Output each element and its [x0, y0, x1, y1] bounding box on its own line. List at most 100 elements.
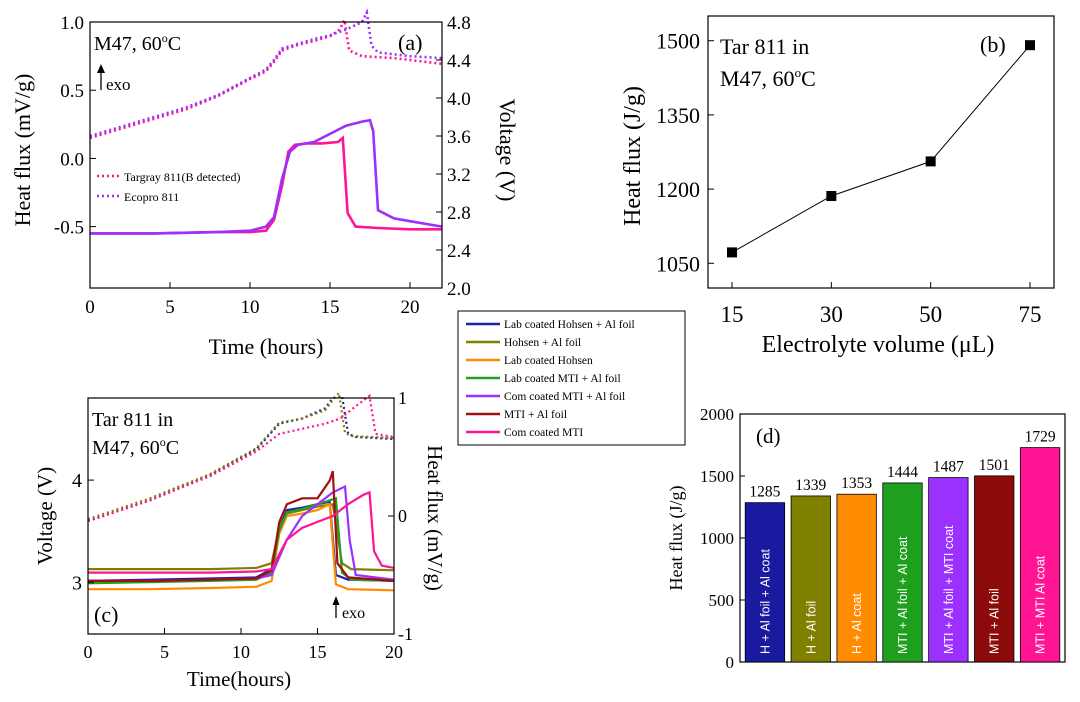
panel-a-ytick-right-label: 4.4 [447, 51, 471, 72]
panel-c-exo-label: exo [342, 605, 365, 622]
panel-d-bar [836, 493, 877, 663]
panel-d-bar-category-label: H + Al foil [804, 601, 818, 654]
panel-b-point [925, 156, 936, 167]
panel-d-value-label: 1353 [841, 475, 872, 492]
panel-b-annotation-line2: M47, 60oC [720, 65, 816, 91]
panel-a-series-1-voltage [89, 8, 443, 138]
panel-d-bar [790, 495, 831, 663]
panel-d-value-label: 1501 [979, 457, 1010, 474]
panel-a-ytick-left-label: -0.5 [54, 218, 84, 239]
panel-a-ytick-right-label: 2.0 [447, 279, 471, 300]
panel-a-xtick-label: 5 [165, 297, 175, 318]
panel-c-legend-label: Hohsen + Al foil [504, 337, 581, 349]
panel-c-series-lines [87, 390, 395, 592]
panel-a-xlabel: Time (hours) [209, 334, 324, 359]
panel-c-series-9-heat [88, 490, 395, 574]
panel-d-value-label: 1285 [749, 484, 780, 501]
panel-a-ytick-left-label: 0.5 [60, 81, 84, 102]
panel-c-ylabel-left: Voltage (V) [33, 467, 57, 565]
panel-b-ytick-label: 1200 [656, 177, 700, 202]
panel-c-series-2-voltage [87, 393, 395, 523]
panel-a-ticks: 0 5 10 15 20 1.0 0.5 0.0 -0.5 4.8 4.4 4.0 3.6 3.2 2.8 2… [54, 13, 471, 318]
panel-d-value-label: 1339 [795, 477, 826, 494]
panel-b-annotation-line1: Tar 811 in [720, 34, 809, 59]
panel-d-bar [882, 482, 923, 663]
panel-d-value-label: 1444 [887, 464, 918, 481]
panel-a-legend: Targray 811(B detected) Ecopro 811 [97, 170, 240, 204]
panel-d-bar [1019, 447, 1061, 663]
panel-c-xtick-label: 5 [160, 642, 169, 662]
panel-c-series-6-heat [87, 496, 395, 585]
panel-c-legend-label: Lab coated Hohsen [504, 355, 593, 367]
panel-d-bar-category-label: MTI + Al foil + Al coat [896, 536, 910, 654]
panel-a-xtick-label: 20 [401, 297, 420, 318]
panel-a-ytick-left-label: 1.0 [60, 13, 84, 34]
panel-b-ytick-label: 1050 [656, 251, 700, 276]
panel-a-ytick-right-label: 2.8 [447, 203, 471, 224]
panel-b-point [1025, 40, 1035, 51]
panel-b: 15 30 50 75 1500 1350 1200 1050 Tar 811 in M47,… [620, 15, 1055, 358]
panel-b-ticks: 15 30 50 75 1500 1350 1200 1050 [656, 29, 1042, 327]
panel-a-ytick-right-label: 3.2 [447, 165, 471, 186]
panel-a-ylabel-left: Heat flux (mV/g) [10, 74, 35, 227]
panel-a-ytick-right-label: 2.4 [447, 241, 471, 262]
panel-b-xtick-label: 75 [1019, 302, 1042, 327]
panel-a-xtick-label: 15 [321, 297, 340, 318]
panel-d-bar [744, 502, 786, 663]
panel-d: 2000 1500 1000 500 0 1285 H + Al foil + Al co… [666, 405, 1066, 672]
panel-a-ytick-left-label: 0.0 [60, 149, 84, 170]
panel-c-exo-arrow [332, 596, 340, 618]
panel-c-legend-label: Com coated MTI + Al foil [504, 391, 625, 403]
panel-d-ytick-label: 500 [709, 591, 735, 610]
panel-a: 0 5 10 15 20 1.0 0.5 0.0 -0.5 4.8 4.4 4.0 3.6 3.2 2.8 2… [10, 8, 520, 359]
panel-d-bar-category-label: H + Al coat [850, 593, 864, 654]
panel-d-ytick-label: 0 [726, 653, 735, 672]
panel-d-bar-category-label: MTI + MTI Al coat [1034, 555, 1048, 654]
panel-c-ytick-left-label: 4 [72, 470, 82, 492]
panel-a-series-lines [89, 8, 443, 235]
panel-a-ylabel-right: Voltage (V) [495, 99, 520, 202]
panel-d-value-label: 1729 [1025, 429, 1056, 446]
panel-d-bar-category-label: H + Al foil + Al coat [758, 549, 772, 654]
panel-c-ylabel-right: Heat flux (mV/g) [423, 445, 447, 591]
panel-d-ytick-label: 1500 [700, 467, 734, 486]
panel-b-data [727, 40, 1035, 258]
panel-c-legend-label: Lab coated MTI + Al foil [504, 373, 621, 385]
panel-b-ylabel: Heat flux (J/g) [620, 86, 646, 226]
panel-c-xlabel: Time(hours) [187, 667, 291, 691]
panel-b-xtick-label: 30 [820, 302, 843, 327]
panel-c-xtick-label: 0 [84, 642, 93, 662]
panel-c-xtick-label: 10 [232, 642, 250, 662]
panel-b-connector-line [731, 44, 1031, 253]
panel-c-series-8-heat [88, 470, 395, 583]
legend-label-ecopro: Ecopro 811 [124, 190, 179, 204]
panel-c-xtick-label: 15 [309, 642, 327, 662]
panel-a-exo-arrow [97, 64, 105, 90]
panel-d-bar [928, 477, 969, 663]
panel-a-series-3-heat [90, 118, 443, 235]
panel-c-annotation-line2: M47, 60oC [92, 435, 179, 459]
panel-c-label: (c) [94, 602, 118, 627]
panel-b-label: (b) [980, 32, 1006, 57]
panel-d-label: (d) [756, 424, 781, 448]
panel-d-bar-category-label: MTI + Al foil [988, 588, 1002, 654]
panel-c-ytick-right-label: 1 [398, 388, 407, 408]
panel-a-ytick-right-label: 4.8 [447, 13, 471, 34]
panel-a-annotation: M47, 60oC [94, 31, 181, 55]
panel-a-series-2-heat [90, 135, 442, 235]
panel-b-xlabel: Electrolyte volume (μL) [762, 332, 995, 358]
panel-d-bar-category-label: MTI + Al foil + MTI coat [942, 525, 956, 654]
panel-d-value-label: 1487 [933, 459, 964, 476]
panel-c-ytick-right-label: 0 [398, 506, 407, 526]
panel-b-xtick-label: 50 [919, 302, 942, 327]
panel-a-ytick-right-label: 4.0 [447, 89, 471, 110]
panel-b-ytick-label: 1500 [656, 29, 700, 54]
panel-d-ticks: 2000 1500 1000 500 0 [700, 405, 745, 672]
panel-d-bars: 1285 H + Al foil + Al coat 1339 H + Al foil… [744, 429, 1061, 663]
panel-c-annotation-line1: Tar 811 in [92, 409, 173, 431]
panel-a-series-0-voltage [89, 15, 443, 140]
panel-c-series-5-heat [88, 502, 395, 592]
panel-c-xtick-label: 20 [385, 642, 403, 662]
